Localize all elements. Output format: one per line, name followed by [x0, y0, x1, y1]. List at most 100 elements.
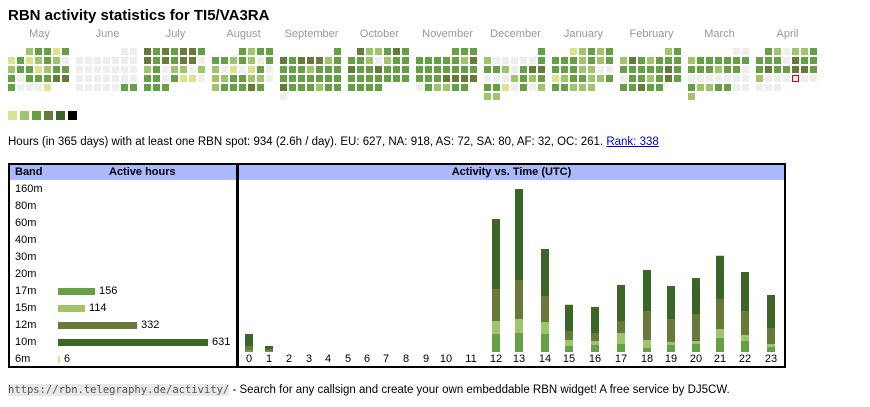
calendar-day[interactable] [230, 75, 237, 82]
calendar-day[interactable] [212, 57, 219, 64]
calendar-day[interactable] [357, 48, 364, 55]
calendar-day[interactable] [357, 57, 364, 64]
calendar-day[interactable] [144, 48, 151, 55]
calendar-day[interactable] [35, 48, 42, 55]
calendar-day[interactable] [502, 66, 509, 73]
calendar-day[interactable] [366, 66, 373, 73]
calendar-day[interactable] [706, 66, 713, 73]
footer-url[interactable]: https://rbn.telegraphy.de/activity/ [8, 384, 230, 396]
calendar-day[interactable] [212, 66, 219, 73]
calendar-day[interactable] [257, 57, 264, 64]
calendar-day[interactable] [334, 66, 341, 73]
calendar-day[interactable] [656, 84, 663, 91]
calendar-day[interactable] [688, 57, 695, 64]
calendar-day[interactable] [538, 75, 545, 82]
calendar-day[interactable] [656, 75, 663, 82]
calendar-day[interactable] [180, 66, 187, 73]
calendar-day[interactable] [112, 75, 119, 82]
calendar-day[interactable] [153, 57, 160, 64]
calendar-day[interactable] [280, 93, 287, 100]
calendar-day[interactable] [765, 84, 772, 91]
calendar-day[interactable] [688, 93, 695, 100]
calendar-day[interactable] [742, 84, 749, 91]
calendar-day[interactable] [674, 48, 681, 55]
calendar-day[interactable] [597, 57, 604, 64]
calendar-day[interactable] [620, 84, 627, 91]
calendar-day[interactable] [801, 57, 808, 64]
calendar-day[interactable] [742, 75, 749, 82]
calendar-day[interactable] [461, 84, 468, 91]
calendar-day[interactable] [706, 75, 713, 82]
calendar-day[interactable] [62, 48, 69, 55]
calendar-day[interactable] [588, 75, 595, 82]
calendar-day[interactable] [461, 66, 468, 73]
calendar-day[interactable] [520, 84, 527, 91]
calendar-day[interactable] [638, 75, 645, 82]
calendar-day[interactable] [393, 75, 400, 82]
calendar-day[interactable] [230, 66, 237, 73]
calendar-day[interactable] [17, 84, 24, 91]
calendar-day[interactable] [493, 93, 500, 100]
calendar-day[interactable] [26, 75, 33, 82]
calendar-day[interactable] [26, 84, 33, 91]
calendar-day[interactable] [307, 66, 314, 73]
calendar-day[interactable] [715, 75, 722, 82]
calendar-day[interactable] [425, 66, 432, 73]
calendar-day[interactable] [792, 57, 799, 64]
calendar-day[interactable] [53, 57, 60, 64]
calendar-day[interactable] [756, 66, 763, 73]
calendar-day[interactable] [783, 57, 790, 64]
calendar-day[interactable] [307, 75, 314, 82]
calendar-day[interactable] [103, 75, 110, 82]
calendar-day[interactable] [230, 57, 237, 64]
calendar-day[interactable] [62, 75, 69, 82]
calendar-day[interactable] [665, 57, 672, 64]
calendar-day[interactable] [606, 75, 613, 82]
calendar-day[interactable] [393, 57, 400, 64]
calendar-day[interactable] [121, 57, 128, 64]
calendar-day[interactable] [103, 84, 110, 91]
calendar-day[interactable] [189, 57, 196, 64]
calendar-day[interactable] [552, 66, 559, 73]
calendar-day[interactable] [629, 66, 636, 73]
calendar-day[interactable] [425, 84, 432, 91]
calendar-day[interactable] [520, 57, 527, 64]
calendar-day[interactable] [239, 75, 246, 82]
calendar-day[interactable] [756, 84, 763, 91]
calendar-day[interactable] [366, 48, 373, 55]
calendar-day[interactable] [121, 66, 128, 73]
calendar-day[interactable] [416, 75, 423, 82]
calendar-day[interactable] [35, 75, 42, 82]
calendar-day[interactable] [198, 48, 205, 55]
calendar-day[interactable] [688, 66, 695, 73]
calendar-day[interactable] [529, 75, 536, 82]
calendar-day[interactable] [334, 48, 341, 55]
calendar-day[interactable] [552, 57, 559, 64]
calendar-day[interactable] [724, 75, 731, 82]
calendar-day[interactable] [153, 66, 160, 73]
calendar-day[interactable] [248, 48, 255, 55]
calendar-day[interactable] [248, 84, 255, 91]
calendar-day[interactable] [76, 75, 83, 82]
calendar-day[interactable] [756, 57, 763, 64]
calendar-day[interactable] [647, 66, 654, 73]
calendar-day[interactable] [375, 84, 382, 91]
calendar-day[interactable] [180, 48, 187, 55]
calendar-day[interactable] [502, 75, 509, 82]
calendar-day[interactable] [230, 84, 237, 91]
calendar-day[interactable] [579, 75, 586, 82]
calendar-day[interactable] [470, 48, 477, 55]
calendar-day[interactable] [257, 48, 264, 55]
calendar-day[interactable] [384, 75, 391, 82]
calendar-day[interactable] [502, 84, 509, 91]
calendar-day[interactable] [484, 57, 491, 64]
calendar-day[interactable] [570, 84, 577, 91]
calendar-day[interactable] [561, 75, 568, 82]
calendar-day[interactable] [724, 66, 731, 73]
calendar-day[interactable] [606, 66, 613, 73]
calendar-day[interactable] [688, 84, 695, 91]
calendar-day[interactable] [162, 57, 169, 64]
calendar-day[interactable] [239, 57, 246, 64]
calendar-day[interactable] [198, 75, 205, 82]
calendar-day[interactable] [461, 48, 468, 55]
